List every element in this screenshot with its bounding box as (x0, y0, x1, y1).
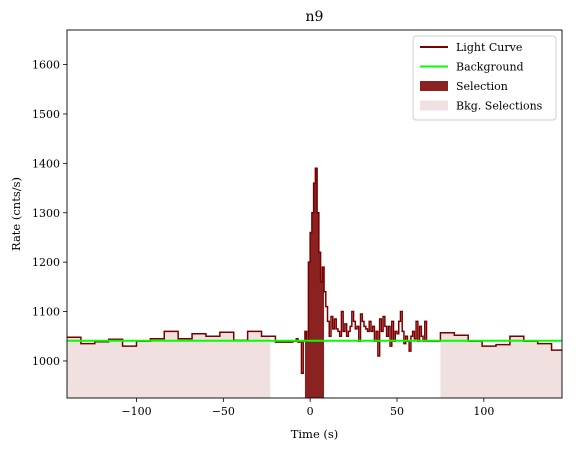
legend-label: Background (456, 61, 524, 74)
x-tick-label: −50 (212, 405, 235, 418)
x-tick-label: −100 (121, 405, 151, 418)
plot-frame (66, 29, 563, 399)
y-tick-label: 1500 (32, 108, 60, 121)
legend-label: Bkg. Selections (456, 100, 543, 113)
y-tick-label: 1600 (32, 59, 60, 72)
legend-swatch (420, 81, 448, 91)
chart-title: n9 (306, 9, 324, 25)
bkg-selection-layer (67, 331, 562, 398)
y-tick-label: 1000 (32, 355, 60, 368)
bkg-selection-region-1 (440, 332, 562, 398)
y-axis-label: Rate (cnts/s) (9, 177, 23, 251)
legend-box (412, 35, 557, 121)
legend-swatch (420, 100, 448, 111)
y-tick-label: 1400 (32, 157, 60, 170)
y-tick-label: 1200 (32, 256, 60, 269)
x-tick-label: 50 (390, 405, 404, 418)
bkg-selection-region-0 (67, 331, 271, 398)
x-tick-label: 100 (473, 405, 494, 418)
legend-label: Light Curve (456, 41, 522, 54)
y-axis: 1000 1100 1200 1300 1400 1500 1600 (32, 59, 67, 368)
x-tick-label: 0 (307, 405, 314, 418)
y-tick-label: 1100 (32, 306, 60, 319)
y-tick-label: 1300 (32, 207, 60, 220)
legend-label: Selection (456, 80, 508, 93)
legend: Light Curve Background Selection Bkg. Selec… (412, 35, 557, 121)
x-axis-label: Time (s) (291, 427, 339, 441)
x-axis: −100 −50 0 50 100 (121, 398, 494, 418)
